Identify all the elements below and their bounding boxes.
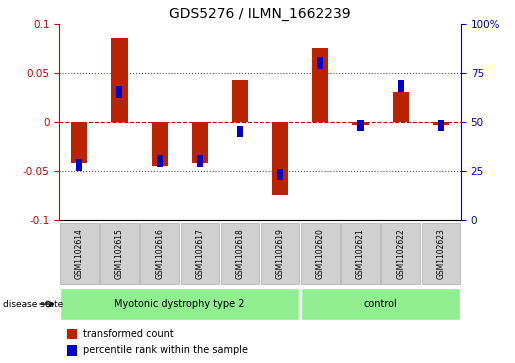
Bar	[438, 120, 444, 131]
Text: GSM1102615: GSM1102615	[115, 228, 124, 279]
Bar	[352, 122, 369, 125]
Text: GSM1102621: GSM1102621	[356, 228, 365, 278]
Bar	[341, 223, 380, 284]
Text: GSM1102616: GSM1102616	[155, 228, 164, 279]
Bar	[71, 122, 88, 163]
Bar	[157, 155, 163, 167]
Bar	[398, 81, 404, 92]
Bar	[60, 289, 299, 319]
Bar	[116, 86, 123, 98]
Bar	[433, 122, 449, 125]
Bar	[312, 48, 329, 122]
Text: GSM1102622: GSM1102622	[396, 228, 405, 278]
Bar	[382, 223, 420, 284]
Bar	[301, 289, 460, 319]
Text: GSM1102619: GSM1102619	[276, 228, 285, 279]
Text: GSM1102620: GSM1102620	[316, 228, 325, 279]
Bar	[392, 92, 409, 122]
Bar	[60, 223, 98, 284]
Bar	[67, 345, 77, 356]
Bar	[181, 223, 219, 284]
Text: control: control	[364, 299, 398, 309]
Text: disease state: disease state	[3, 299, 63, 309]
Bar	[357, 120, 364, 131]
Bar	[67, 329, 77, 339]
Title: GDS5276 / ILMN_1662239: GDS5276 / ILMN_1662239	[169, 7, 351, 21]
Text: GSM1102614: GSM1102614	[75, 228, 84, 279]
Bar	[272, 122, 288, 195]
Text: transformed count: transformed count	[83, 329, 174, 339]
Text: GSM1102617: GSM1102617	[195, 228, 204, 279]
Bar	[277, 169, 283, 180]
Bar	[232, 81, 248, 122]
Bar	[237, 126, 243, 137]
Bar	[192, 122, 208, 163]
Bar	[151, 122, 168, 166]
Bar	[197, 155, 203, 167]
Bar	[261, 223, 299, 284]
Bar	[317, 57, 323, 69]
Bar	[111, 38, 128, 122]
Bar	[422, 223, 460, 284]
Bar	[141, 223, 179, 284]
Bar	[76, 159, 82, 171]
Bar	[221, 223, 259, 284]
Text: GSM1102618: GSM1102618	[235, 228, 245, 278]
Bar	[301, 223, 339, 284]
Text: GSM1102623: GSM1102623	[436, 228, 445, 279]
Bar	[100, 223, 139, 284]
Text: percentile rank within the sample: percentile rank within the sample	[83, 345, 248, 355]
Text: Myotonic dystrophy type 2: Myotonic dystrophy type 2	[114, 299, 245, 309]
